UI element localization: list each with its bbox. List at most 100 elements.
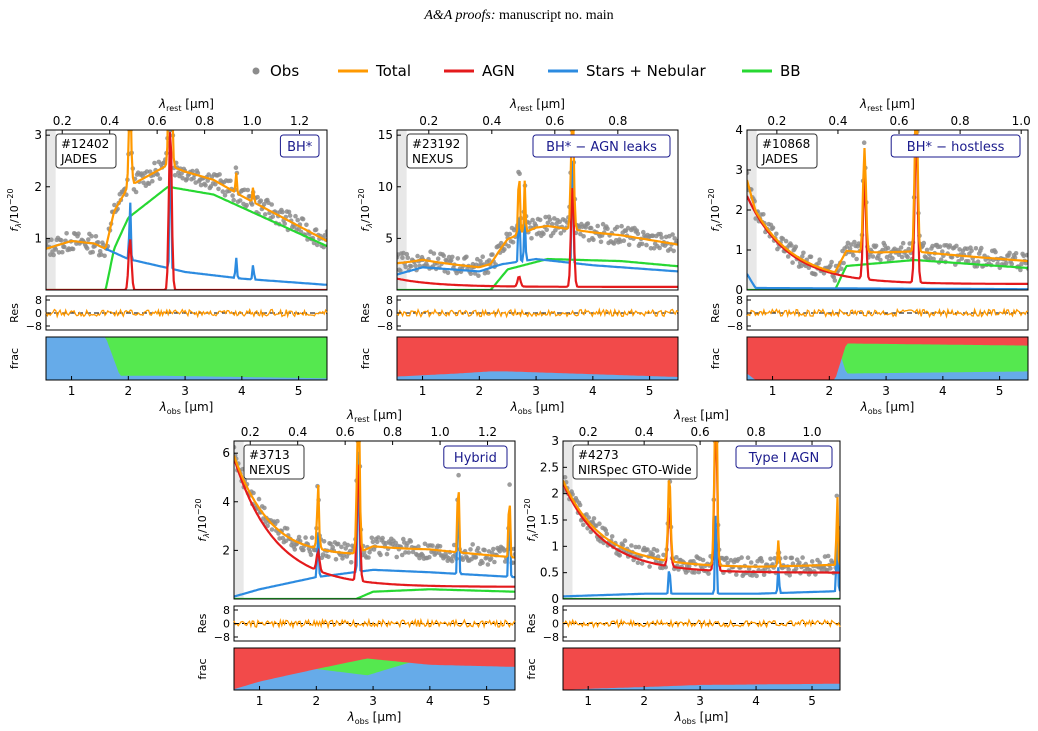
- obs-point: [816, 261, 821, 266]
- top-tick-label: 0.6: [545, 114, 564, 128]
- y-tick-label: 2: [222, 543, 230, 557]
- frac-agn-area: [234, 648, 515, 690]
- y-label-exp: −20: [194, 498, 203, 515]
- obs-point: [870, 254, 876, 259]
- obs-point: [296, 534, 302, 540]
- bb-curve: [46, 185, 327, 290]
- obs-point: [591, 237, 596, 243]
- obs-point: [578, 231, 583, 237]
- obs-point: [800, 555, 805, 560]
- obs-point: [622, 538, 628, 543]
- x-axis-label: λobs [μm]: [159, 400, 214, 416]
- obs-point: [398, 268, 403, 274]
- source-id: #10868: [762, 137, 810, 151]
- plot-area: [234, 441, 515, 599]
- top-axis-label: λrest [μm]: [158, 97, 214, 113]
- obs-point: [492, 559, 497, 565]
- obs-point: [801, 250, 806, 256]
- obs-point: [512, 551, 515, 557]
- obs-point: [489, 550, 495, 556]
- obs-point: [621, 238, 627, 243]
- class-badge: [443, 445, 508, 469]
- obs-point: [491, 546, 496, 552]
- obs-point: [739, 555, 744, 560]
- frac-frame: [45, 336, 328, 381]
- obs-point: [269, 527, 275, 532]
- obs-point: [633, 544, 638, 550]
- obs-point: [258, 198, 264, 203]
- y-label-unit: /10: [196, 515, 209, 533]
- obs-point: [931, 256, 936, 262]
- obs-point: [102, 253, 107, 259]
- obs-point: [344, 554, 350, 559]
- y-axis-label: fλ/10−20: [194, 498, 211, 541]
- obs-point: [441, 253, 447, 259]
- plot-area: [563, 441, 840, 599]
- obs-point: [813, 272, 818, 277]
- y-label-unit: /10: [8, 205, 21, 223]
- obs-point: [473, 555, 479, 560]
- x-axis-label: λobs [μm]: [860, 400, 915, 416]
- obs-point: [220, 189, 226, 194]
- obs-point: [940, 249, 945, 254]
- top-label-unit: [μm]: [532, 97, 565, 111]
- obs-point: [745, 555, 751, 560]
- obs-point: [645, 547, 650, 552]
- x-label-unit: [μm]: [696, 710, 729, 724]
- x-label-unit: [μm]: [532, 400, 565, 414]
- residual-curve: [396, 307, 679, 319]
- fraction-panel: [562, 647, 841, 691]
- res-tick-label: −8: [377, 320, 393, 333]
- obs-point: [455, 256, 461, 261]
- obs-point: [530, 217, 535, 223]
- obs-point: [324, 229, 327, 234]
- frac-frame: [562, 647, 841, 691]
- obs-point: [345, 542, 351, 548]
- obs-point: [415, 253, 420, 259]
- obs-point: [809, 559, 815, 564]
- x-tick-label: 2: [312, 694, 320, 708]
- obs-point: [753, 216, 758, 221]
- obs-point: [502, 559, 508, 564]
- obs-point: [1007, 250, 1012, 256]
- x-tick-label: 5: [483, 694, 491, 708]
- obs-point: [581, 234, 586, 239]
- obs-point: [460, 557, 466, 562]
- obs-point: [301, 547, 306, 553]
- obs-point: [1018, 267, 1023, 273]
- obs-point: [626, 242, 632, 248]
- obs-point: [300, 216, 306, 222]
- obs-point: [228, 178, 233, 184]
- legend-label: Total: [376, 62, 412, 80]
- obs-point: [604, 531, 610, 537]
- obs-point: [292, 547, 298, 552]
- y-tick-label: 0: [735, 283, 743, 297]
- obs-point: [222, 193, 228, 198]
- obs-point: [547, 217, 553, 222]
- x-tick-label: 5: [996, 384, 1004, 398]
- obs-point: [651, 246, 657, 251]
- obs-point: [979, 245, 984, 251]
- obs-point: [330, 544, 336, 550]
- obs-point: [969, 248, 974, 254]
- obs-point: [834, 493, 840, 499]
- obs-point: [1019, 261, 1024, 267]
- obs-point: [639, 561, 645, 566]
- obs-point: [545, 220, 551, 226]
- top-label-sub: rest: [354, 415, 369, 424]
- obs-point: [184, 176, 190, 182]
- x-label-sub: obs: [868, 407, 882, 416]
- obs-point: [507, 482, 512, 487]
- obs-point: [76, 231, 81, 236]
- fraction-panel: [746, 336, 1029, 381]
- obs-point: [993, 249, 998, 255]
- obs-point: [648, 246, 654, 251]
- obs-point: [326, 554, 331, 560]
- obs-point: [431, 251, 437, 256]
- obs-point: [783, 238, 789, 244]
- obs-point: [502, 247, 507, 252]
- top-label-lambda: λ: [859, 97, 867, 111]
- res-axis-label: Res: [196, 613, 209, 633]
